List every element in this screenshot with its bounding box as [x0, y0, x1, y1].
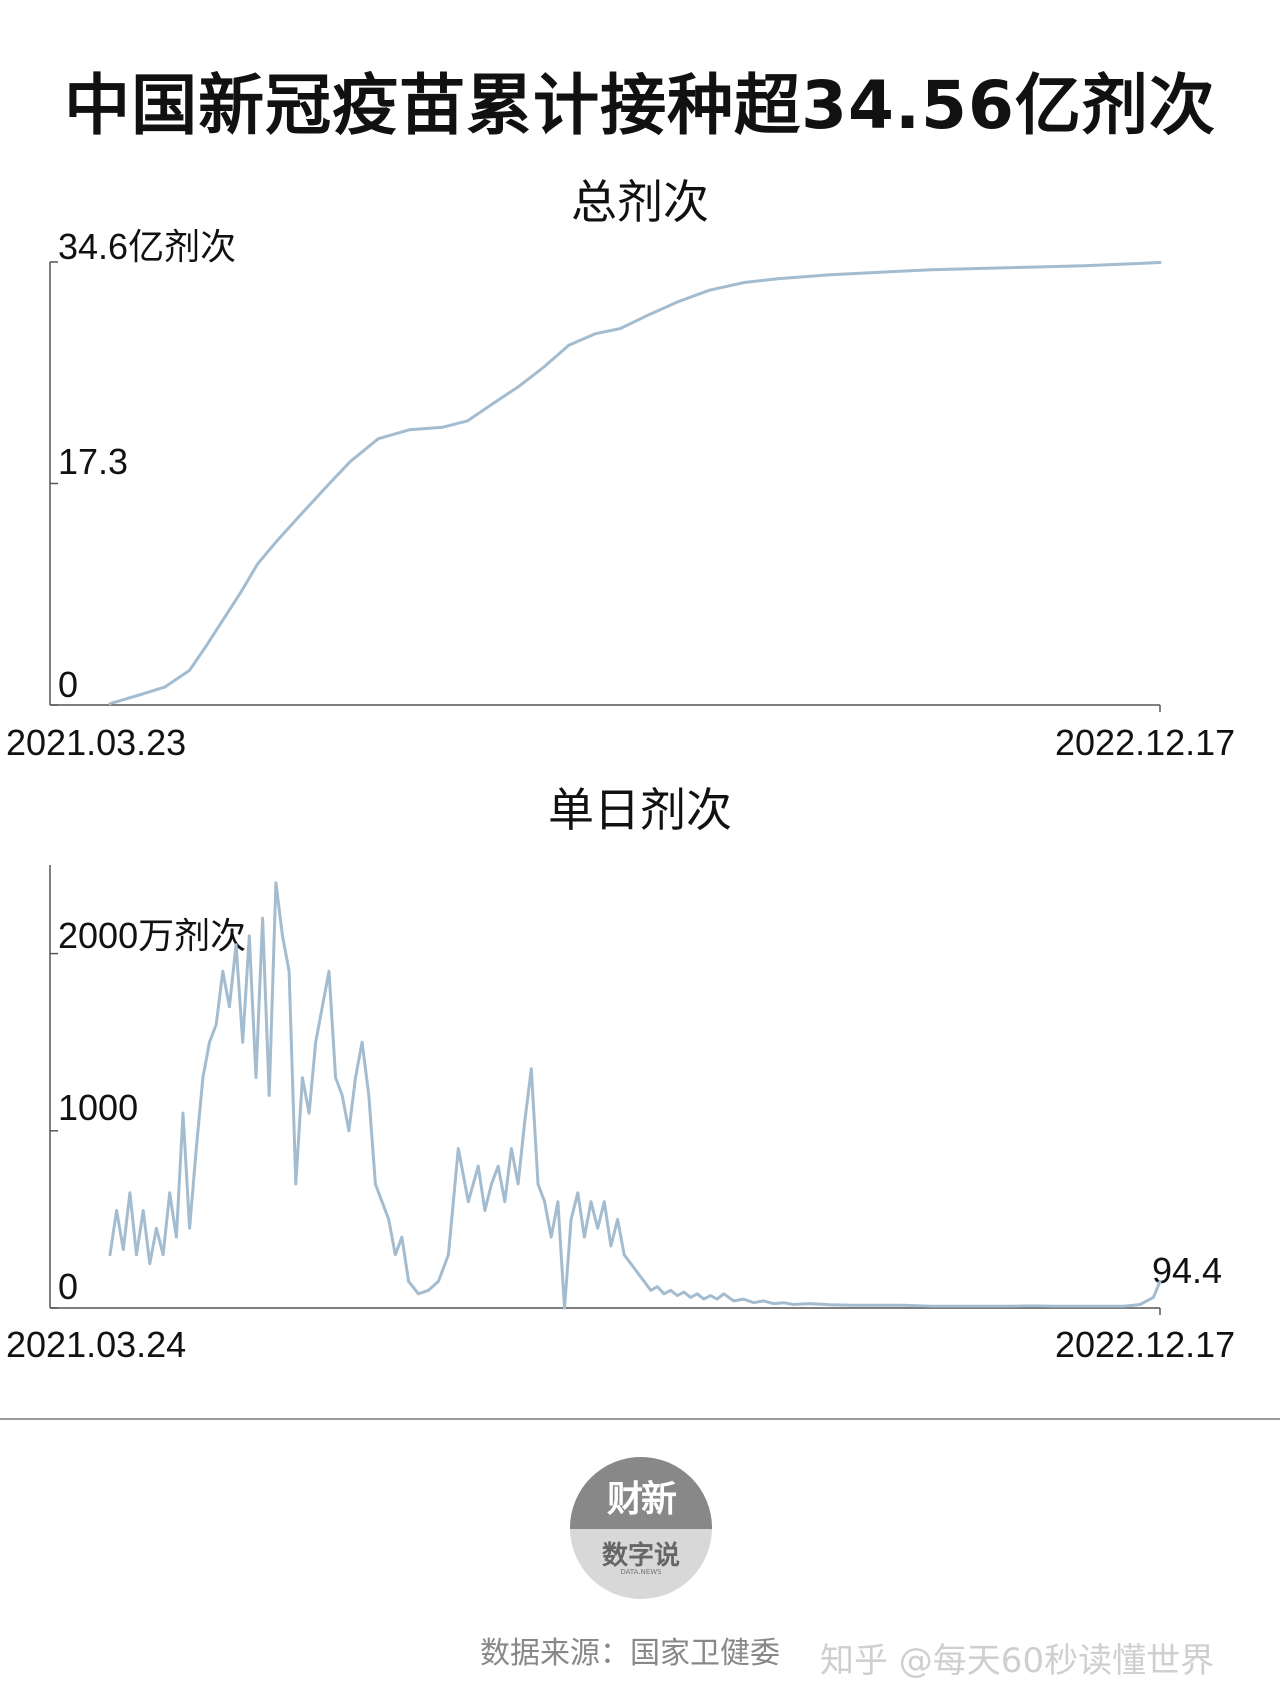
- x-start-label-daily: 2021.03.24: [6, 1324, 187, 1365]
- footer-divider: [0, 1418, 1280, 1420]
- y-tick-label-cumulative: 17.3: [58, 441, 129, 482]
- cumulative-chart: [49, 261, 1162, 712]
- end-value-label-daily: 94.4: [1152, 1250, 1223, 1291]
- watermark: 知乎 @每天60秒读懂世界: [820, 1641, 1215, 1681]
- y-zero-label-cumulative: 0: [58, 664, 79, 705]
- x-end-label-daily: 2022.12.17: [1055, 1324, 1236, 1365]
- x-start-label-cumulative: 2021.03.23: [6, 722, 187, 763]
- y-tick-label-daily: 1000: [58, 1087, 139, 1128]
- series-line: [108, 261, 1162, 706]
- page-title: 中国新冠疫苗累计接种超34.56亿剂次: [64, 67, 1216, 144]
- logo-small-text: DATA.NEWS: [620, 1568, 662, 1576]
- x-end-label-cumulative: 2022.12.17: [1055, 722, 1236, 763]
- series-line: [108, 881, 1162, 1310]
- y-zero-label-daily: 0: [58, 1266, 79, 1307]
- logo-subtitle-text: 数字说: [601, 1541, 680, 1571]
- chart-title-cumulative: 总剂次: [571, 175, 709, 229]
- data-source: 数据来源：国家卫健委: [480, 1636, 780, 1671]
- caixin-logo: 财新 数字说 DATA.NEWS: [570, 1457, 712, 1599]
- logo-brand-text: 财新: [570, 1457, 712, 1529]
- chart-title-daily: 单日剂次: [548, 783, 732, 837]
- y-top-label-cumulative: 34.6亿剂次: [58, 226, 237, 267]
- y-unit-label-daily: 2000万剂次: [58, 915, 247, 956]
- daily-chart: [49, 865, 1162, 1315]
